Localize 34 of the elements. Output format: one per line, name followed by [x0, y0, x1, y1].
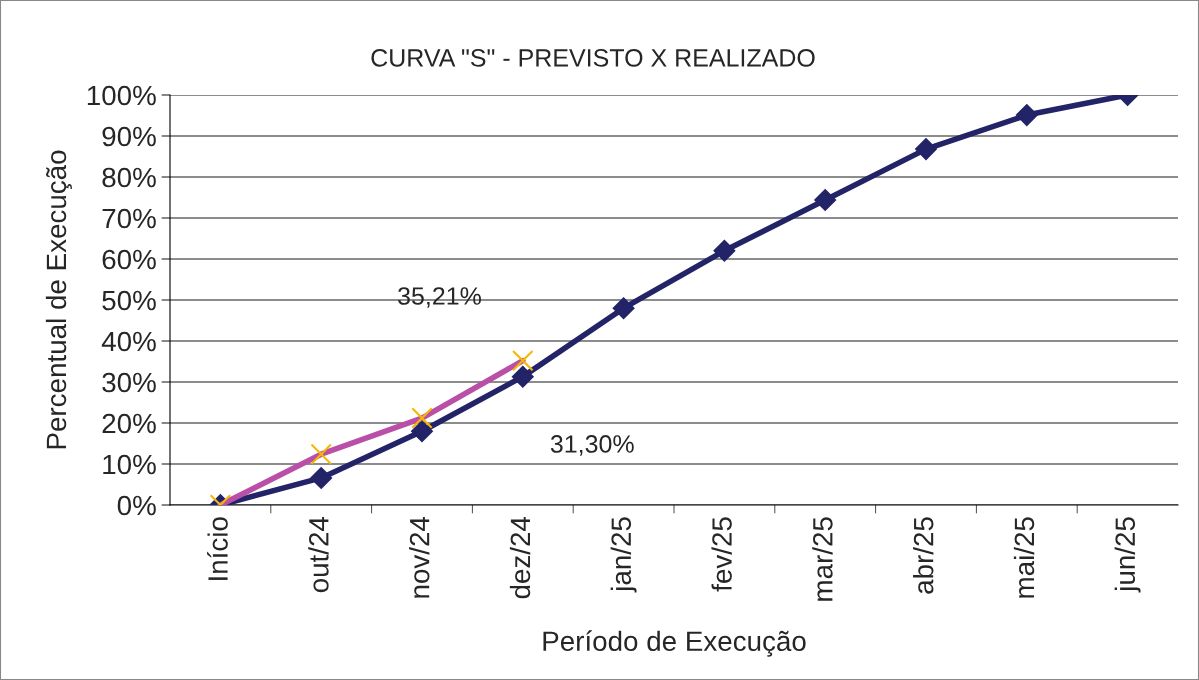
x-tick-label: mar/25: [812, 517, 833, 601]
y-tick-label: 60%: [102, 249, 156, 270]
x-tick-label: mai/25: [1013, 517, 1035, 598]
y-tick-label: 10%: [103, 454, 156, 475]
point: [915, 138, 937, 160]
y-tick-label: 20%: [102, 413, 156, 434]
y-tick-label: 50%: [102, 290, 156, 311]
point: [1015, 104, 1038, 126]
point: [511, 365, 534, 388]
x-tick-label: out/24: [308, 516, 329, 593]
y-tick-label: 70%: [102, 208, 156, 229]
point: [612, 297, 635, 320]
x-tick-label: jan/25: [610, 517, 637, 593]
x-tick-label: jun/25: [1114, 517, 1141, 593]
y-tick-label: 40%: [101, 331, 156, 352]
point: [713, 239, 736, 262]
x-tick-label: Início: [207, 517, 228, 580]
x-axis-title: Período de Execução: [543, 630, 806, 657]
chart-title: CURVA "S" - PREVISTO X REALIZADO: [371, 49, 815, 67]
point: [814, 189, 837, 211]
annotation: 35,21%: [398, 287, 481, 308]
point: [310, 467, 333, 489]
y-tick-label: 30%: [102, 372, 156, 393]
x-tick-label: nov/24: [409, 516, 430, 598]
x-tick-label: dez/24: [509, 516, 531, 599]
y-tick-label: 80%: [102, 167, 156, 188]
x-tick-label: abr/25: [913, 517, 934, 594]
annotation: 31,30%: [550, 435, 634, 456]
y-axis-title: Percentual de Execução: [45, 150, 72, 449]
x-tick-label: fev/25: [711, 517, 732, 592]
y-tick-label: 90%: [102, 126, 156, 147]
y-tick-label: 0%: [117, 495, 156, 516]
point: [411, 420, 433, 443]
y-tick-label: 100%: [87, 85, 156, 106]
